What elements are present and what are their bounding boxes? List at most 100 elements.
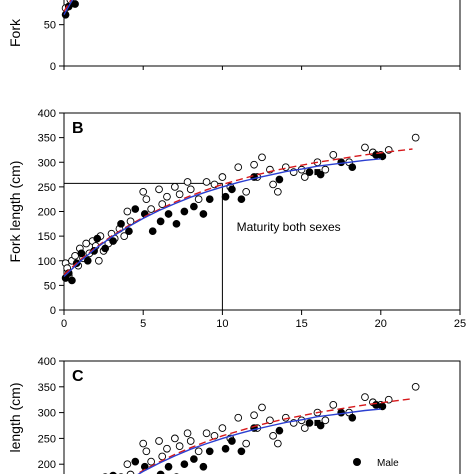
y-axis-label: Fork length (cm): [7, 161, 23, 263]
data-point-open: [218, 424, 227, 432]
data-point-open: [183, 178, 192, 186]
y-tick-label: 50: [44, 20, 56, 32]
data-point-filled: [77, 249, 86, 258]
data-point-filled: [148, 227, 157, 236]
panel-letter: B: [72, 120, 84, 137]
data-point-open: [281, 163, 290, 172]
data-point-square: [314, 419, 321, 426]
data-point-open: [186, 185, 195, 194]
data-point-filled: [372, 151, 380, 159]
data-point-filled: [68, 276, 76, 285]
x-tick-label: 15: [295, 74, 307, 86]
x-tick-label: 25: [454, 318, 466, 330]
data-point-open: [329, 151, 338, 159]
panel-1: 0510152025050100Fork: [7, 0, 466, 86]
data-point-open: [155, 437, 163, 445]
x-tick-label: 5: [140, 318, 146, 330]
data-point-filled: [348, 163, 357, 172]
data-point-open: [321, 416, 330, 425]
data-point-open: [361, 143, 369, 152]
y-tick-label: 400: [38, 356, 56, 368]
x-tick-label: 5: [140, 74, 146, 86]
data-point-filled: [221, 444, 230, 453]
data-point-open: [71, 251, 79, 260]
data-point-filled: [348, 413, 357, 422]
data-point-filled: [156, 217, 165, 226]
data-point-open: [194, 447, 203, 456]
data-point-filled: [180, 460, 189, 469]
panel-3: 200 250 300 350 400 length (cm) C Male: [7, 356, 461, 474]
data-point-filled: [131, 205, 140, 213]
data-point-open: [82, 239, 91, 248]
data-point-filled: [164, 462, 173, 471]
data-point-open: [242, 187, 251, 196]
y-axis-label: Fork: [7, 18, 23, 47]
data-point-open: [139, 439, 148, 448]
data-point-filled: [172, 219, 181, 228]
data-point-open: [139, 187, 148, 196]
x-tick-label: 20: [375, 74, 387, 86]
data-point-open: [218, 173, 227, 181]
data-point-filled: [93, 234, 102, 243]
panel-letter: C: [72, 368, 84, 385]
data-point-filled: [305, 419, 314, 427]
y-tick-label: 150: [38, 231, 56, 243]
y-tick-label: 300: [38, 157, 56, 169]
data-point-open: [361, 393, 369, 401]
maturity-annotation: Maturity both sexes: [237, 220, 341, 234]
y-tick-label: 0: [50, 305, 56, 317]
data-point-open: [163, 444, 171, 453]
data-point-filled: [190, 202, 198, 211]
y-tick-label: 200: [38, 207, 56, 219]
data-point-filled: [190, 455, 198, 463]
x-tick-label: 10: [216, 318, 228, 330]
legend-label: Male: [377, 458, 399, 469]
data-point-filled: [237, 447, 246, 456]
data-point-open: [142, 447, 151, 456]
data-point-open: [120, 232, 129, 240]
data-point-open: [269, 180, 277, 189]
data-point-open: [175, 442, 184, 450]
data-point-open: [258, 403, 266, 412]
x-tick-label: 20: [375, 318, 387, 330]
plot-frame: [63, 0, 461, 67]
data-point-open: [273, 187, 282, 196]
data-point-filled: [305, 168, 314, 176]
data-point-open: [269, 431, 277, 440]
data-point-open: [175, 190, 184, 199]
x-tick-label: 25: [454, 74, 466, 86]
data-point-open: [155, 185, 163, 194]
data-point-open: [194, 195, 203, 204]
data-point-filled: [131, 457, 140, 466]
data-point-filled: [372, 401, 380, 409]
data-point-square: [314, 169, 321, 176]
x-tick-label: 0: [61, 318, 67, 330]
plot-frame: [63, 112, 461, 311]
data-point-open: [186, 437, 195, 445]
data-point-filled: [228, 185, 236, 194]
data-point-open: [329, 401, 338, 409]
data-point-open: [94, 256, 103, 265]
data-point-open: [142, 195, 151, 204]
data-point-filled: [180, 207, 189, 216]
data-point-filled: [125, 227, 133, 236]
x-tick-label: 15: [295, 318, 307, 330]
data-point-open: [171, 183, 179, 191]
data-point-open: [300, 424, 309, 432]
data-point-filled: [205, 195, 214, 204]
data-point-filled: [101, 244, 110, 253]
data-point-open: [321, 165, 330, 174]
data-point-open: [158, 200, 167, 208]
data-point-open: [123, 207, 132, 216]
data-point-open: [202, 429, 211, 438]
data-point-filled: [221, 192, 230, 201]
data-point-filled: [228, 437, 236, 445]
fitted-curve-dashed: [135, 398, 413, 474]
data-point-filled: [275, 426, 284, 435]
data-point-open: [183, 429, 192, 438]
y-axis-label: length (cm): [7, 382, 23, 452]
y-tick-label: 250: [38, 433, 56, 445]
x-tick-label: 0: [61, 74, 67, 86]
y-tick-label: 400: [38, 108, 56, 120]
